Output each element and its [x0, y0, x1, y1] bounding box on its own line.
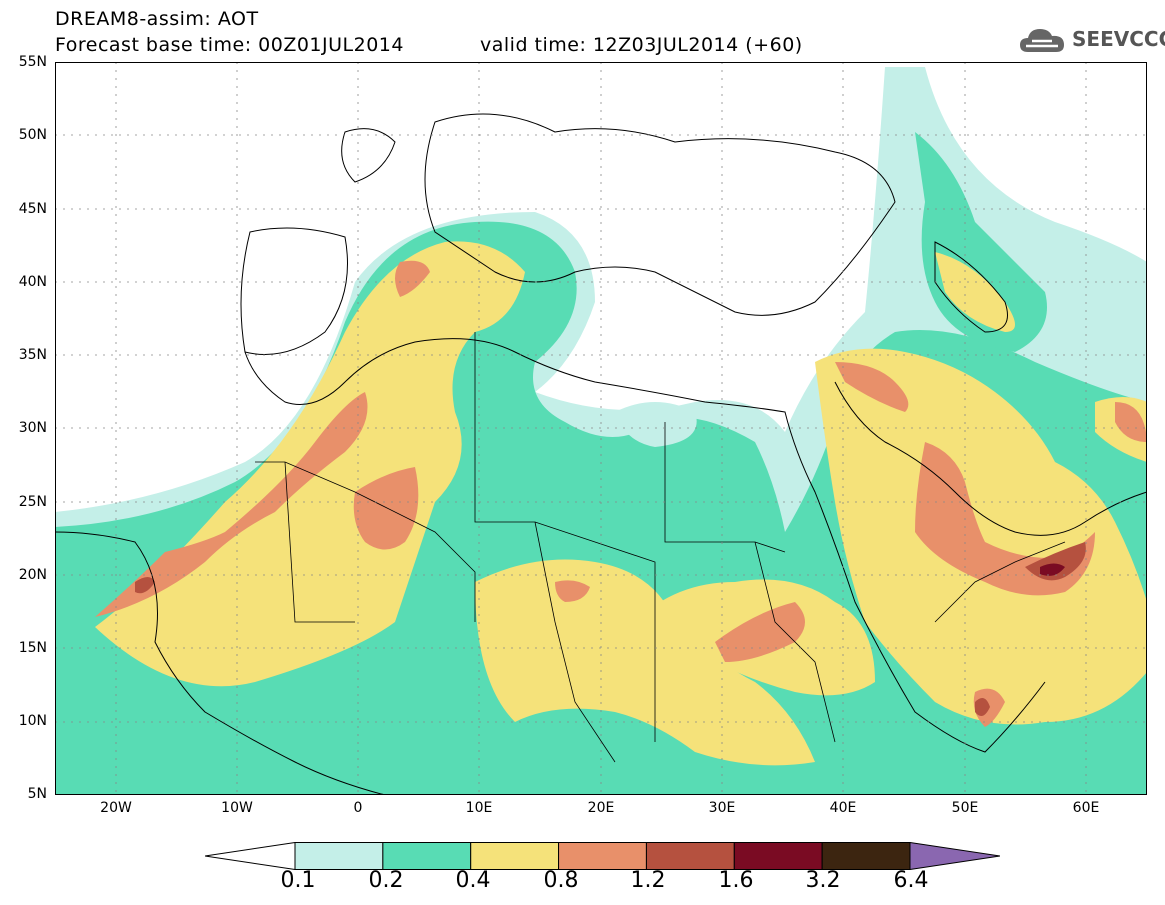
- colorbar-cell: [382, 842, 472, 870]
- aot-band-1.6: [1040, 563, 1065, 576]
- lon-label: 20E: [587, 800, 615, 816]
- colorbar-label: 6.4: [893, 868, 929, 893]
- seevccc-logo: SEEVCCC: [1018, 24, 1165, 58]
- map-title: DREAM8-assim: AOT: [55, 8, 259, 30]
- aot-map: [55, 62, 1147, 795]
- colorbar-cell: [558, 842, 647, 870]
- lat-label: 20N: [18, 567, 47, 583]
- lat-label: 55N: [18, 54, 47, 70]
- colorbar-label: 0.8: [543, 868, 579, 893]
- lat-label: 10N: [18, 713, 47, 729]
- lon-label: 10W: [221, 800, 253, 816]
- lon-label: 50E: [951, 800, 979, 816]
- colorbar-cell-under: [205, 842, 296, 870]
- colorbar-label: 1.6: [718, 868, 754, 893]
- colorbar-cell: [821, 842, 911, 870]
- colorbar-label: 0.1: [280, 868, 316, 893]
- lon-label: 20W: [100, 800, 132, 816]
- colorbar-label: 3.2: [805, 868, 841, 893]
- colorbar-label: 0.2: [368, 868, 404, 893]
- lat-label: 40N: [18, 274, 47, 290]
- colorbar-label: 1.2: [630, 868, 666, 893]
- colorbar-cell: [470, 842, 560, 870]
- colorbar-cell: [294, 842, 384, 870]
- lat-label: 50N: [18, 127, 47, 143]
- coastlines: [55, 113, 1147, 795]
- colorbar: [205, 842, 1000, 870]
- lon-label: 60E: [1072, 800, 1100, 816]
- lon-label: 0: [353, 800, 363, 816]
- colorbar-cell: [645, 842, 735, 870]
- graticule: [55, 62, 1147, 795]
- valid-time: valid time: 12Z03JUL2014 (+60): [480, 34, 803, 56]
- forecast-base-time: Forecast base time: 00Z01JUL2014: [55, 34, 404, 56]
- cloud-icon: [1020, 29, 1064, 52]
- lon-label: 30E: [708, 800, 736, 816]
- colorbar-label: 0.4: [455, 868, 491, 893]
- lat-label: 25N: [18, 494, 47, 510]
- logo-text: SEEVCCC: [1072, 27, 1165, 51]
- lat-label: 35N: [18, 347, 47, 363]
- lat-label: 30N: [18, 420, 47, 436]
- colorbar-cell-over: [909, 842, 1000, 870]
- colorbar-cell: [733, 842, 823, 870]
- lat-label: 15N: [18, 640, 47, 656]
- lon-label: 10E: [465, 800, 493, 816]
- lat-label: 5N: [27, 786, 47, 802]
- lat-label: 45N: [18, 201, 47, 217]
- aot-band-0.8: [95, 260, 1147, 727]
- country-borders: [255, 332, 1066, 763]
- lon-label: 40E: [829, 800, 857, 816]
